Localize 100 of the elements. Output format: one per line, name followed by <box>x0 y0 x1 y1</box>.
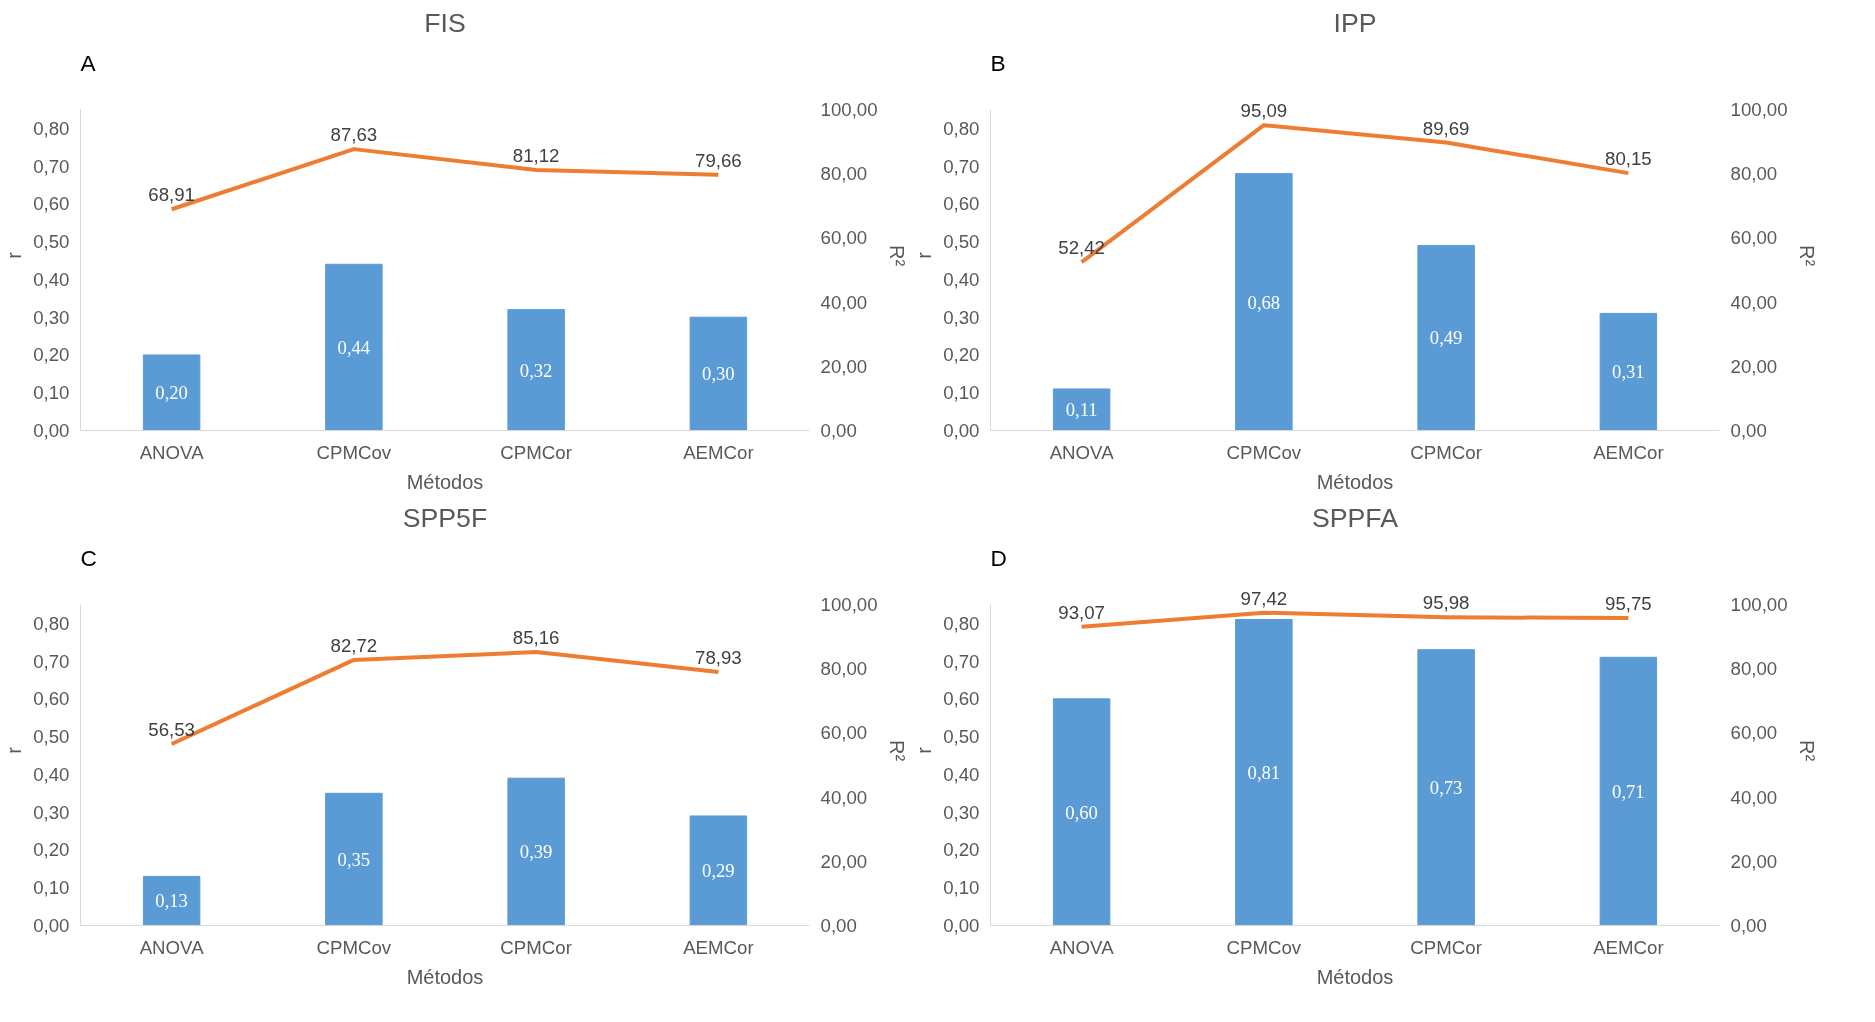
x-tick-label: CPMCor <box>500 936 572 958</box>
chart-title: SPPFA <box>1312 502 1399 533</box>
x-tick-label: ANOVA <box>139 441 205 463</box>
y2-tick-label: 0,00 <box>1730 915 1767 936</box>
y-axis-title: r <box>3 251 26 259</box>
y2-tick-label: 100,00 <box>820 98 878 120</box>
x-tick-label: CPMCov <box>316 441 392 463</box>
x-tick-label: ANOVA <box>139 936 205 958</box>
y-tick-label: 0,10 <box>33 877 70 899</box>
data-label: 82,72 <box>330 634 378 656</box>
data-label: 93,07 <box>1058 601 1105 623</box>
data-label: 0,49 <box>1429 327 1463 349</box>
y-tick-label: 0,00 <box>943 420 980 441</box>
x-tick-label: CPMCor <box>1410 441 1482 463</box>
data-label: 0,44 <box>337 336 371 358</box>
y-tick-label: 0,80 <box>943 612 980 634</box>
y-tick-label: 0,80 <box>33 117 70 139</box>
data-label: 0,81 <box>1247 762 1281 783</box>
data-label: 0,29 <box>702 860 735 882</box>
chart-title: FIS <box>424 7 466 38</box>
y2-tick-label: 60,00 <box>820 722 868 744</box>
y-axis-title: r <box>3 746 26 754</box>
x-tick-label: AEMCor <box>1593 936 1664 958</box>
data-label: 0,71 <box>1612 780 1645 802</box>
x-tick-label: CPMCov <box>1226 441 1302 463</box>
y2-tick-label: 100,00 <box>1730 98 1788 120</box>
y2-tick-label: 80,00 <box>1730 658 1778 680</box>
data-label: 0,60 <box>1065 801 1098 823</box>
y-tick-label: 0,30 <box>943 801 980 823</box>
y-tick-label: 0,60 <box>33 193 70 215</box>
y-tick-label: 0,10 <box>943 382 980 404</box>
x-axis-title: Métodos <box>1316 470 1394 493</box>
y-axis-title: r <box>913 746 936 754</box>
y-tick-label: 0,50 <box>33 231 70 253</box>
data-label: 0,30 <box>702 363 735 385</box>
data-label: 95,09 <box>1240 100 1288 122</box>
y-tick-label: 0,40 <box>943 763 980 785</box>
y-tick-label: 0,70 <box>943 650 980 672</box>
y2-tick-label: 40,00 <box>1730 291 1778 313</box>
y-tick-label: 0,40 <box>33 268 70 290</box>
x-tick-label: CPMCor <box>1410 936 1482 958</box>
y2-tick-label: 100,00 <box>1730 593 1788 615</box>
y2-tick-label: 0,00 <box>820 420 857 441</box>
data-label: 0,20 <box>155 382 188 404</box>
y2-tick-label: 60,00 <box>820 227 868 249</box>
y-tick-label: 0,00 <box>33 420 70 441</box>
data-label: 0,35 <box>337 848 371 870</box>
y-tick-label: 0,50 <box>943 726 980 748</box>
y2-tick-label: 100,00 <box>820 593 878 615</box>
data-label: 0,68 <box>1247 291 1281 313</box>
y2-axis-title: R² <box>1795 244 1818 267</box>
y2-tick-label: 80,00 <box>820 163 868 185</box>
y-tick-label: 0,70 <box>943 155 980 177</box>
data-label: 95,75 <box>1605 593 1652 615</box>
x-axis-title: Métodos <box>406 470 484 493</box>
y-tick-label: 0,80 <box>33 612 70 634</box>
y2-tick-label: 20,00 <box>1730 355 1778 377</box>
x-tick-label: AEMCor <box>683 936 754 958</box>
data-label: 81,12 <box>512 145 560 167</box>
y2-tick-label: 40,00 <box>820 291 868 313</box>
data-label: 95,98 <box>1422 592 1470 614</box>
y-tick-label: 0,40 <box>943 268 980 290</box>
y-tick-label: 0,10 <box>33 382 70 404</box>
y-tick-label: 0,70 <box>33 650 70 672</box>
data-label: 56,53 <box>148 718 195 740</box>
x-tick-label: AEMCor <box>1593 441 1664 463</box>
text: D <box>990 544 1007 571</box>
x-axis-title: Métodos <box>1316 965 1394 988</box>
data-label: 79,66 <box>695 149 742 171</box>
y2-tick-label: 0,00 <box>1730 420 1767 441</box>
y2-axis-title: R² <box>885 739 908 762</box>
y-tick-label: 0,20 <box>33 344 70 366</box>
y-tick-label: 0,40 <box>33 763 70 785</box>
data-label: 78,93 <box>695 647 742 669</box>
text: B <box>990 49 1006 76</box>
x-axis-title: Métodos <box>406 965 484 988</box>
x-tick-label: CPMCor <box>500 441 572 463</box>
data-label: 97,42 <box>1240 587 1288 609</box>
text: C <box>80 544 97 571</box>
y2-tick-label: 60,00 <box>1730 722 1778 744</box>
y-tick-label: 0,30 <box>943 306 980 328</box>
y2-tick-label: 20,00 <box>1730 850 1778 872</box>
y-tick-label: 0,50 <box>943 231 980 253</box>
y2-tick-label: 40,00 <box>820 786 868 808</box>
data-label: 0,31 <box>1612 361 1645 383</box>
y-tick-label: 0,10 <box>943 877 980 899</box>
data-label: 0,39 <box>519 841 553 863</box>
x-tick-label: ANOVA <box>1049 936 1115 958</box>
y-tick-label: 0,70 <box>33 155 70 177</box>
data-label: 0,11 <box>1065 399 1098 421</box>
data-label: 89,69 <box>1422 117 1470 139</box>
data-label: 0,73 <box>1429 777 1463 799</box>
chart-title: IPP <box>1333 7 1377 38</box>
data-label: 80,15 <box>1605 148 1652 170</box>
x-tick-label: ANOVA <box>1049 441 1115 463</box>
chart-title: SPP5F <box>402 502 488 533</box>
x-tick-label: AEMCor <box>683 441 754 463</box>
y-tick-label: 0,20 <box>33 839 70 861</box>
text: A <box>80 49 97 76</box>
y2-tick-label: 40,00 <box>1730 786 1778 808</box>
